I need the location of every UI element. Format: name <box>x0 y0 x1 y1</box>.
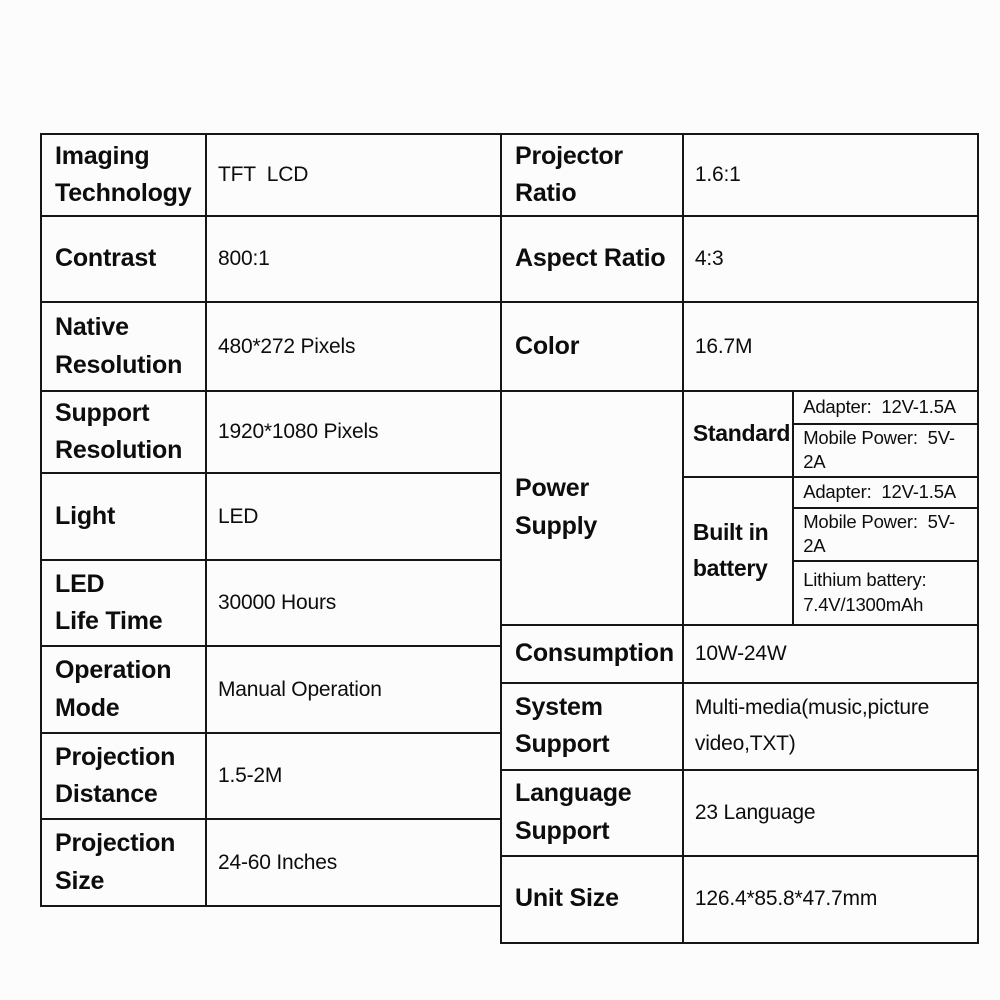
light-value: LED <box>205 472 502 561</box>
support-resolution-value: 1920*1080 Pixels <box>205 390 502 474</box>
language-support-value: 23 Language <box>681 768 980 857</box>
row-projection-distance: Projection Distance 1.5-2M <box>40 732 502 820</box>
native-resolution-label: Native Resolution <box>40 301 207 392</box>
row-projection-size: Projection Size 24-60 Inches <box>40 818 502 907</box>
projection-distance-value: 1.5-2M <box>205 732 502 820</box>
language-support-label: Language Support <box>500 768 684 857</box>
row-system-support: System Support Multi-media(music,picture… <box>500 681 980 771</box>
row-imaging-technology: Imaging Technology TFT LCD <box>40 133 502 217</box>
operation-mode-value: Manual Operation <box>205 645 502 734</box>
operation-mode-label: Operation Mode <box>40 645 207 734</box>
projection-size-label: Projection Size <box>40 818 207 907</box>
power-supply-built-in-battery-label: Built in battery <box>681 475 795 626</box>
contrast-value: 800:1 <box>205 215 502 303</box>
row-power-supply-standard-mobile: Mobile Power: 5V-2A <box>501 423 980 478</box>
aspect-ratio-label: Aspect Ratio <box>500 215 684 303</box>
row-consumption: Consumption 10W-24W <box>500 623 980 684</box>
contrast-label: Contrast <box>40 215 207 303</box>
color-label: Color <box>500 301 684 392</box>
color-value: 16.7M <box>681 301 980 392</box>
led-life-time-value: 30000 Hours <box>205 559 502 647</box>
row-power-supply-standard-adapter: Power Supply Standard Adapter: 12V-1.5A <box>500 390 980 626</box>
power-supply-battery-adapter-value: Adapter: 12V-1.5A <box>792 475 980 509</box>
row-operation-mode: Operation Mode Manual Operation <box>40 645 502 734</box>
power-supply-standard-adapter-value: Adapter: 12V-1.5A <box>792 390 980 425</box>
row-unit-size: Unit Size 126.4*85.8*47.7mm <box>500 854 980 944</box>
row-projector-ratio: Projector Ratio 1.6:1 <box>500 133 980 217</box>
projector-ratio-label: Projector Ratio <box>500 133 684 217</box>
power-supply-battery-lithium-value: Lithium battery: 7.4V/1300mAh <box>792 559 980 626</box>
imaging-technology-label: Imaging Technology <box>40 133 207 217</box>
unit-size-label: Unit Size <box>500 854 684 944</box>
power-supply-standard-mobile-value: Mobile Power: 5V-2A <box>792 423 980 478</box>
row-aspect-ratio: Aspect Ratio 4:3 <box>500 215 980 303</box>
support-resolution-label: Support Resolution <box>40 390 207 474</box>
system-support-value: Multi-media(music,picture video,TXT) <box>681 681 980 771</box>
row-led-life-time: LED Life Time 30000 Hours <box>40 559 502 647</box>
power-supply-standard-label: Standard <box>681 390 795 478</box>
power-supply-label: Power Supply <box>500 390 684 626</box>
consumption-value: 10W-24W <box>681 623 980 684</box>
spec-table-left: Imaging Technology TFT LCD Contrast 800:… <box>40 133 502 907</box>
unit-size-value: 126.4*85.8*47.7mm <box>681 854 980 944</box>
row-color: Color 16.7M <box>500 301 980 392</box>
row-support-resolution: Support Resolution 1920*1080 Pixels <box>40 390 502 474</box>
row-contrast: Contrast 800:1 <box>40 215 502 303</box>
aspect-ratio-value: 4:3 <box>681 215 980 303</box>
projection-size-value: 24-60 Inches <box>205 818 502 907</box>
row-native-resolution: Native Resolution 480*272 Pixels <box>40 301 502 392</box>
imaging-technology-value: TFT LCD <box>205 133 502 217</box>
power-supply-battery-mobile-value: Mobile Power: 5V-2A <box>792 506 980 562</box>
row-power-supply-battery-lithium: Lithium battery: 7.4V/1300mAh <box>501 559 980 626</box>
row-light: Light LED <box>40 472 502 561</box>
row-power-supply-battery-adapter: Built in battery Adapter: 12V-1.5A <box>501 475 980 626</box>
native-resolution-value: 480*272 Pixels <box>205 301 502 392</box>
spec-tables-wrapper: Imaging Technology TFT LCD Contrast 800:… <box>40 133 980 944</box>
projector-ratio-value: 1.6:1 <box>681 133 980 217</box>
light-label: Light <box>40 472 207 561</box>
consumption-label: Consumption <box>500 623 684 684</box>
row-language-support: Language Support 23 Language <box>500 768 980 857</box>
row-power-supply-battery-mobile: Mobile Power: 5V-2A <box>501 506 980 562</box>
system-support-label: System Support <box>500 681 684 771</box>
projection-distance-label: Projection Distance <box>40 732 207 820</box>
led-life-time-label: LED Life Time <box>40 559 207 647</box>
spec-table-right: Projector Ratio 1.6:1 Aspect Ratio 4:3 C… <box>500 133 980 944</box>
